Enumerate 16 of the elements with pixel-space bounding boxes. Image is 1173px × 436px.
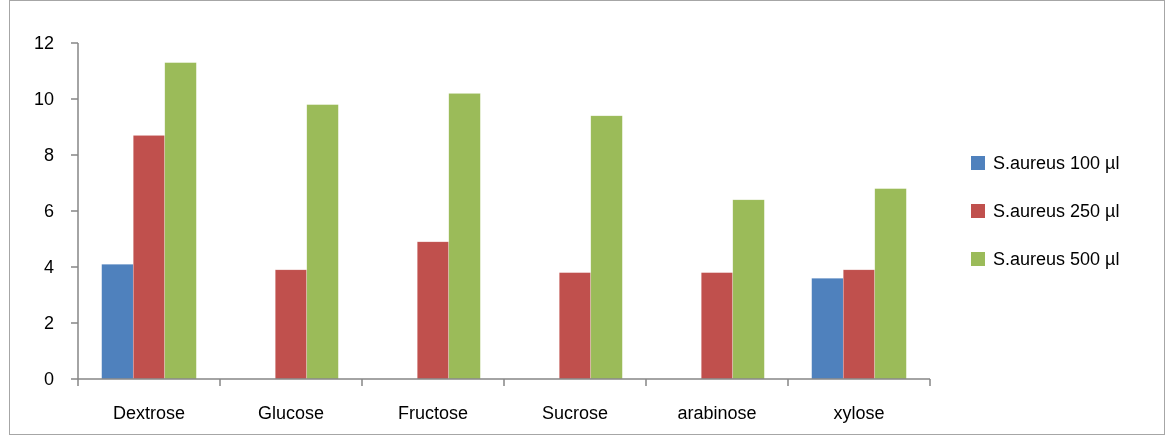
y-tick-label: 12 [33, 33, 54, 54]
x-tick-label: Fructose [397, 403, 469, 423]
legend-label: S.aureus 250 µl [993, 201, 1120, 222]
legend-label: S.aureus 500 µl [993, 249, 1120, 270]
x-tick-label: Glucose [257, 403, 325, 423]
x-tick-label: Dextrose [112, 403, 186, 423]
x-tick-label: xylose [833, 403, 885, 423]
x-tick-label: arabinose [677, 403, 757, 423]
legend-label: S.aureus 100 µl [993, 153, 1120, 174]
y-tick-label: 0 [43, 369, 54, 390]
y-tick-label: 10 [33, 89, 54, 110]
x-tick-label: Sucrose [541, 403, 609, 423]
y-tick-label: 8 [43, 145, 54, 166]
y-tick-label: 6 [43, 201, 54, 222]
y-tick-label: 4 [43, 257, 54, 278]
y-tick-label: 2 [43, 313, 54, 334]
